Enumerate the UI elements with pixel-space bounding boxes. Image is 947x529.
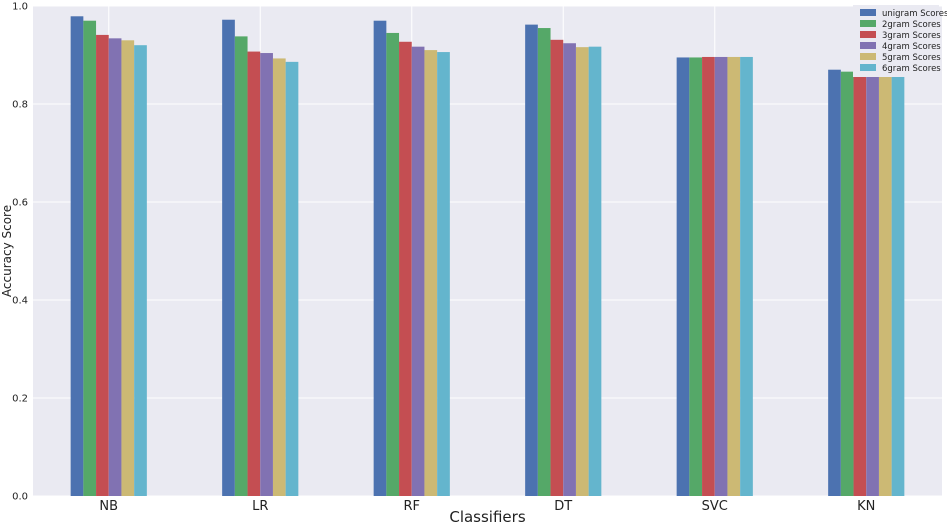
bar-lr-5	[272, 58, 286, 497]
bar-rf-5	[424, 50, 438, 496]
y-tick-label: 0.2	[12, 394, 28, 405]
x-tick-label: DT	[554, 499, 572, 514]
bar-nb-1	[70, 16, 84, 496]
legend-label: 3gram Scores	[882, 31, 941, 41]
x-tick-label: RF	[403, 499, 420, 514]
bar-nb-6	[134, 45, 147, 496]
bar-kn-1	[828, 69, 841, 496]
legend-label: 6gram Scores	[882, 64, 941, 74]
bar-lr-1	[222, 19, 235, 496]
plot-area	[33, 6, 942, 496]
bar-lr-6	[285, 61, 299, 497]
bar-dt-5	[575, 47, 589, 496]
bar-rf-2	[386, 32, 400, 496]
x-axis-ticks: NB LR RF DT SVC KN	[99, 499, 875, 514]
y-axis-title: Accuracy Score	[0, 205, 14, 297]
bar-dt-6	[588, 46, 602, 497]
x-tick-label: LR	[252, 499, 268, 514]
bar-nb-4	[108, 38, 122, 497]
bar-lr-4	[260, 53, 273, 496]
bar-rf-4	[411, 46, 425, 497]
bar-svc-1	[676, 57, 690, 496]
legend-label: 4gram Scores	[882, 42, 941, 52]
bar-rf-6	[437, 52, 450, 497]
y-axis-ticks: 0.0 0.2 0.4 0.6 0.8 1.0	[12, 2, 28, 503]
bar-kn-2	[840, 71, 854, 496]
bar-lr-3	[247, 51, 261, 496]
bar-dt-2	[537, 28, 551, 497]
bar-svc-2	[689, 57, 703, 496]
legend-swatch	[860, 20, 876, 27]
legend-swatch	[860, 9, 876, 16]
bar-kn-5	[878, 71, 892, 496]
bar-dt-1	[525, 24, 538, 497]
legend-swatch	[860, 42, 876, 49]
legend-label: 5gram Scores	[882, 53, 941, 63]
legend-swatch	[860, 31, 876, 38]
y-tick-label: 1.0	[12, 2, 28, 13]
bars	[70, 16, 905, 497]
legend-label: 2gram Scores	[882, 20, 941, 30]
y-tick-label: 0.8	[12, 100, 28, 111]
x-axis-title: Classifiers	[449, 508, 525, 525]
bar-svc-3	[702, 56, 715, 497]
x-tick-label: KN	[857, 499, 875, 514]
bar-kn-3	[853, 71, 867, 496]
legend-swatch	[860, 64, 876, 71]
bar-nb-3	[96, 34, 109, 496]
bar-dt-3	[550, 39, 564, 497]
bar-kn-4	[866, 71, 879, 496]
x-tick-label: NB	[99, 499, 118, 514]
y-tick-label: 0.4	[12, 296, 28, 307]
bar-rf-1	[373, 20, 387, 496]
y-tick-label: 0.0	[12, 492, 28, 503]
bar-dt-4	[563, 43, 576, 497]
bar-svc-5	[727, 56, 741, 497]
bar-svc-6	[740, 56, 753, 497]
bar-rf-3	[399, 41, 412, 497]
legend-swatch	[860, 53, 876, 60]
bar-lr-2	[234, 36, 248, 496]
legend-label: unigram Scores	[882, 9, 947, 19]
bar-nb-5	[121, 40, 135, 497]
x-tick-label: SVC	[702, 499, 728, 514]
bar-nb-2	[83, 20, 97, 496]
y-tick-label: 0.6	[12, 198, 28, 209]
bar-svc-4	[714, 56, 728, 497]
bar-kn-6	[891, 71, 905, 496]
